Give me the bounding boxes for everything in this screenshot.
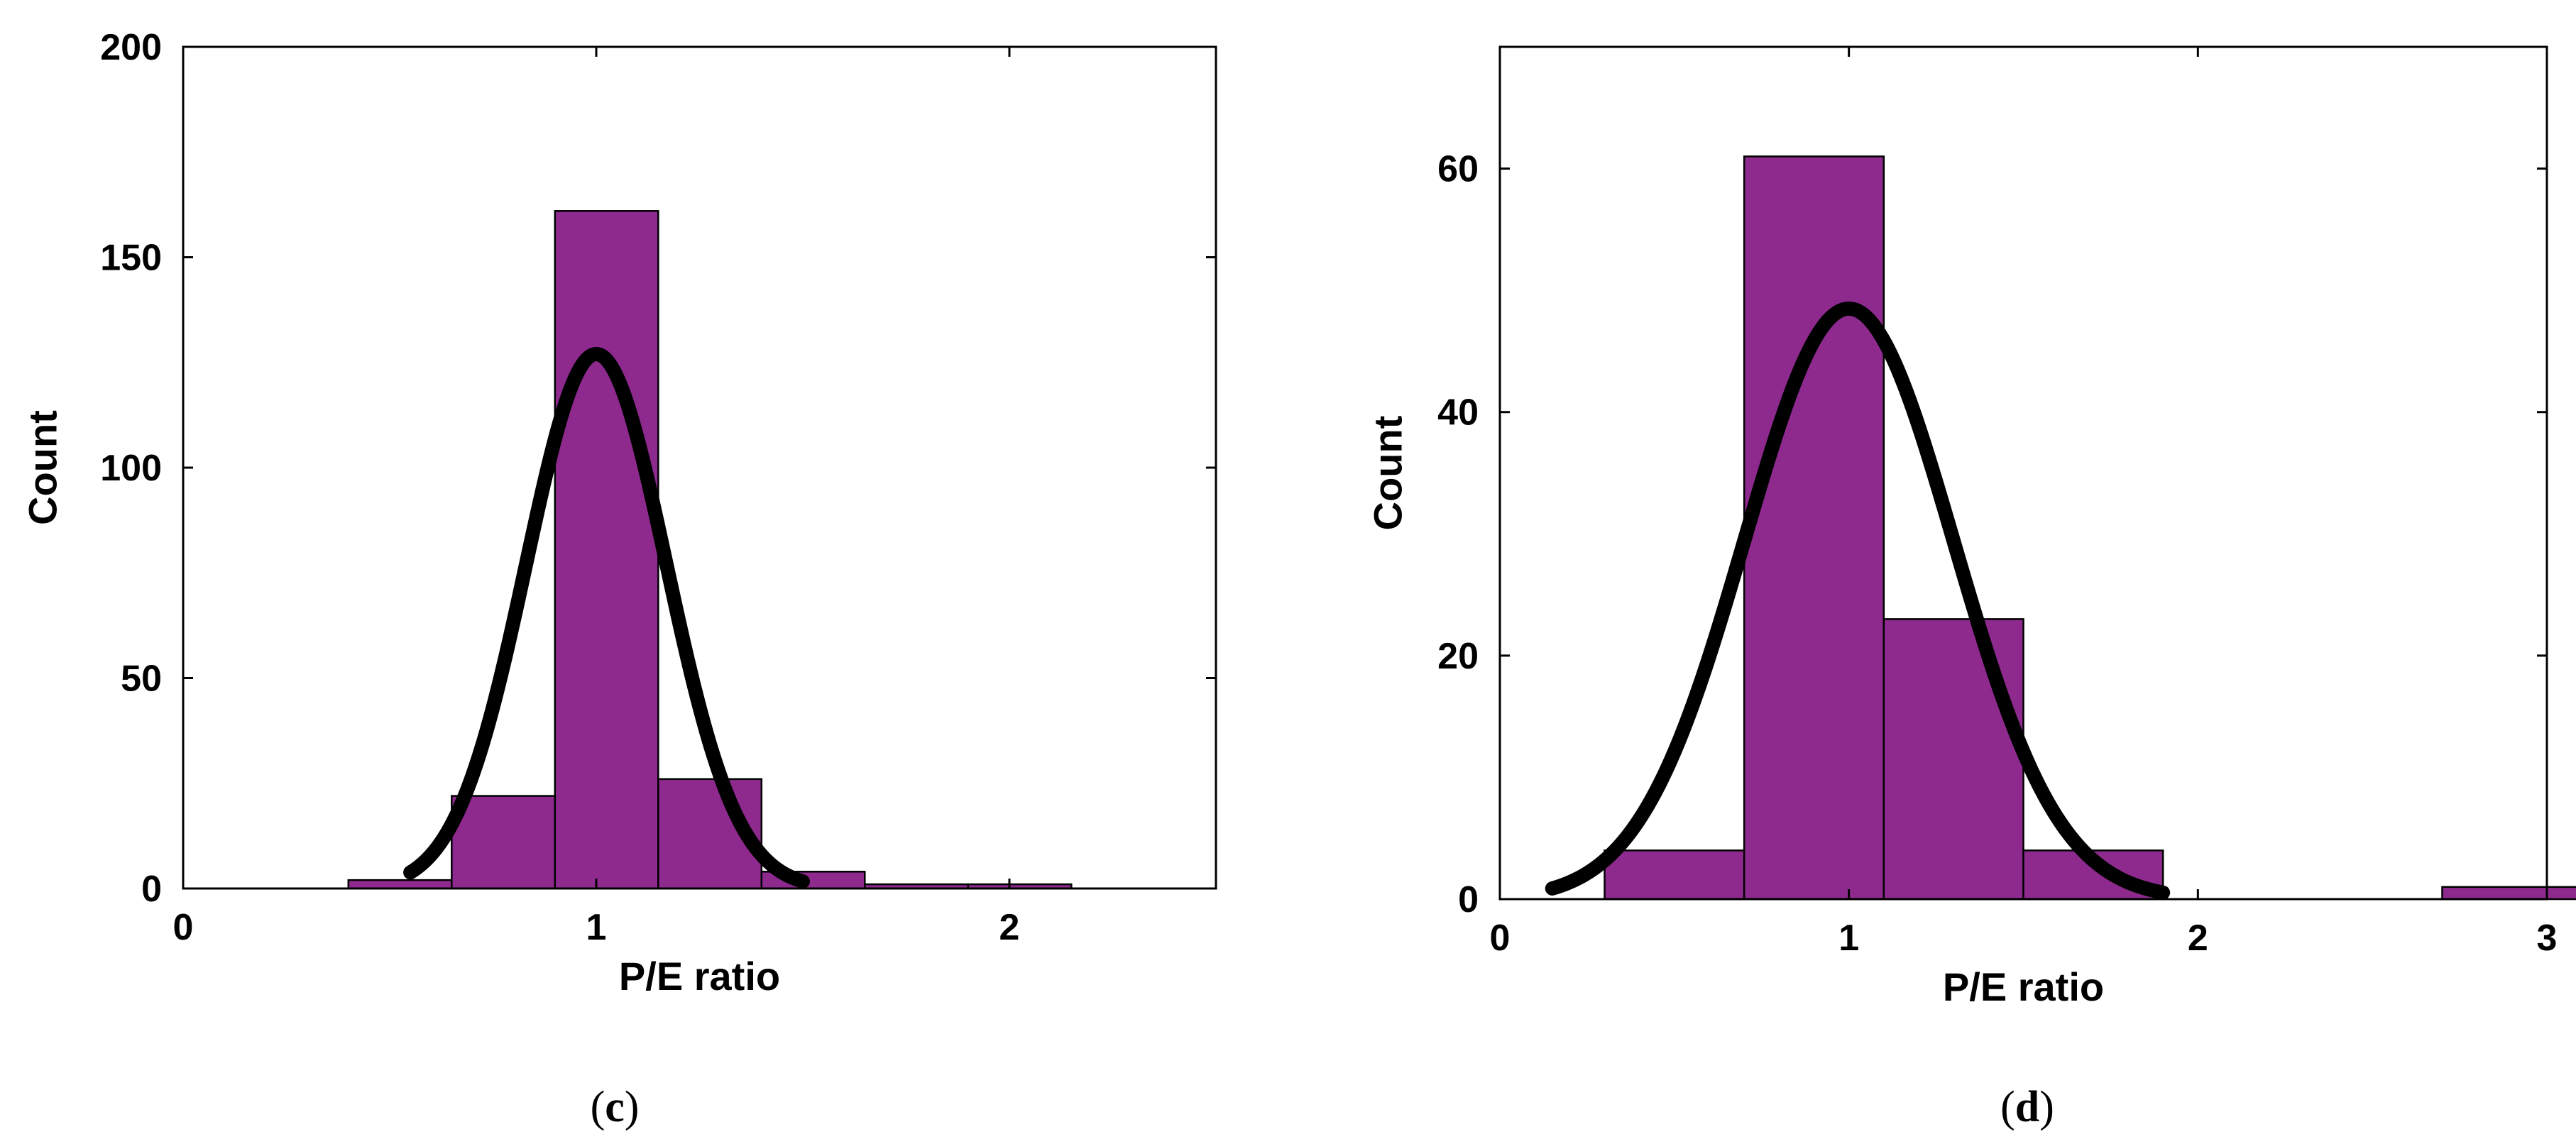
x-tick-label-d: 3	[2537, 918, 2558, 959]
y-axis-label-d: Count	[1366, 416, 1410, 531]
x-tick-label-c: 2	[999, 907, 1020, 948]
y-axis-label-c: Count	[21, 410, 65, 525]
plot-frame-c	[182, 45, 1217, 890]
bar-c-2	[554, 210, 659, 890]
panel-d-histogram: 0 1 2 3 0 20 40 60 P/E ratio Count (d)	[1366, 45, 2576, 1131]
bar-d-2	[1882, 618, 2024, 901]
y-tick-label-c: 150	[100, 238, 162, 279]
bar-c-0	[347, 879, 453, 890]
x-tick-label-d: 2	[2188, 918, 2208, 959]
x-axis-label-c: P/E ratio	[619, 954, 780, 998]
x-axis-label-d: P/E ratio	[1943, 964, 2104, 1009]
y-tick-label-d: 40	[1437, 392, 1479, 434]
y-tick-label-d: 60	[1437, 149, 1479, 190]
fit-curve-d	[1545, 301, 2171, 900]
bar-d-6	[2441, 886, 2576, 901]
y-tick-label-d: 0	[1458, 879, 1479, 920]
y-tick-label-c: 100	[100, 448, 162, 489]
x-tick-label-d: 1	[1838, 918, 1859, 959]
bar-c-1	[451, 795, 557, 890]
x-tick-label-c: 1	[586, 907, 607, 948]
y-tick-label-d: 20	[1437, 636, 1479, 677]
panel-c-histogram: 0 1 2 0 50 100 150 200 P/E ratio Count (c)	[21, 27, 1217, 1131]
fit-curve-c	[403, 346, 810, 889]
bar-d-0	[1604, 849, 1745, 901]
y-tick-label-c: 200	[100, 27, 162, 68]
panel-caption-d: (d)	[2000, 1083, 2054, 1131]
x-tick-label-d: 0	[1490, 918, 1511, 959]
plot-frame-d	[1498, 45, 2548, 901]
x-tick-label-c: 0	[173, 907, 194, 948]
bar-d-1	[1743, 155, 1885, 901]
y-tick-label-c: 0	[141, 869, 162, 910]
y-tick-label-c: 50	[121, 659, 162, 700]
panel-caption-c: (c)	[591, 1083, 640, 1131]
